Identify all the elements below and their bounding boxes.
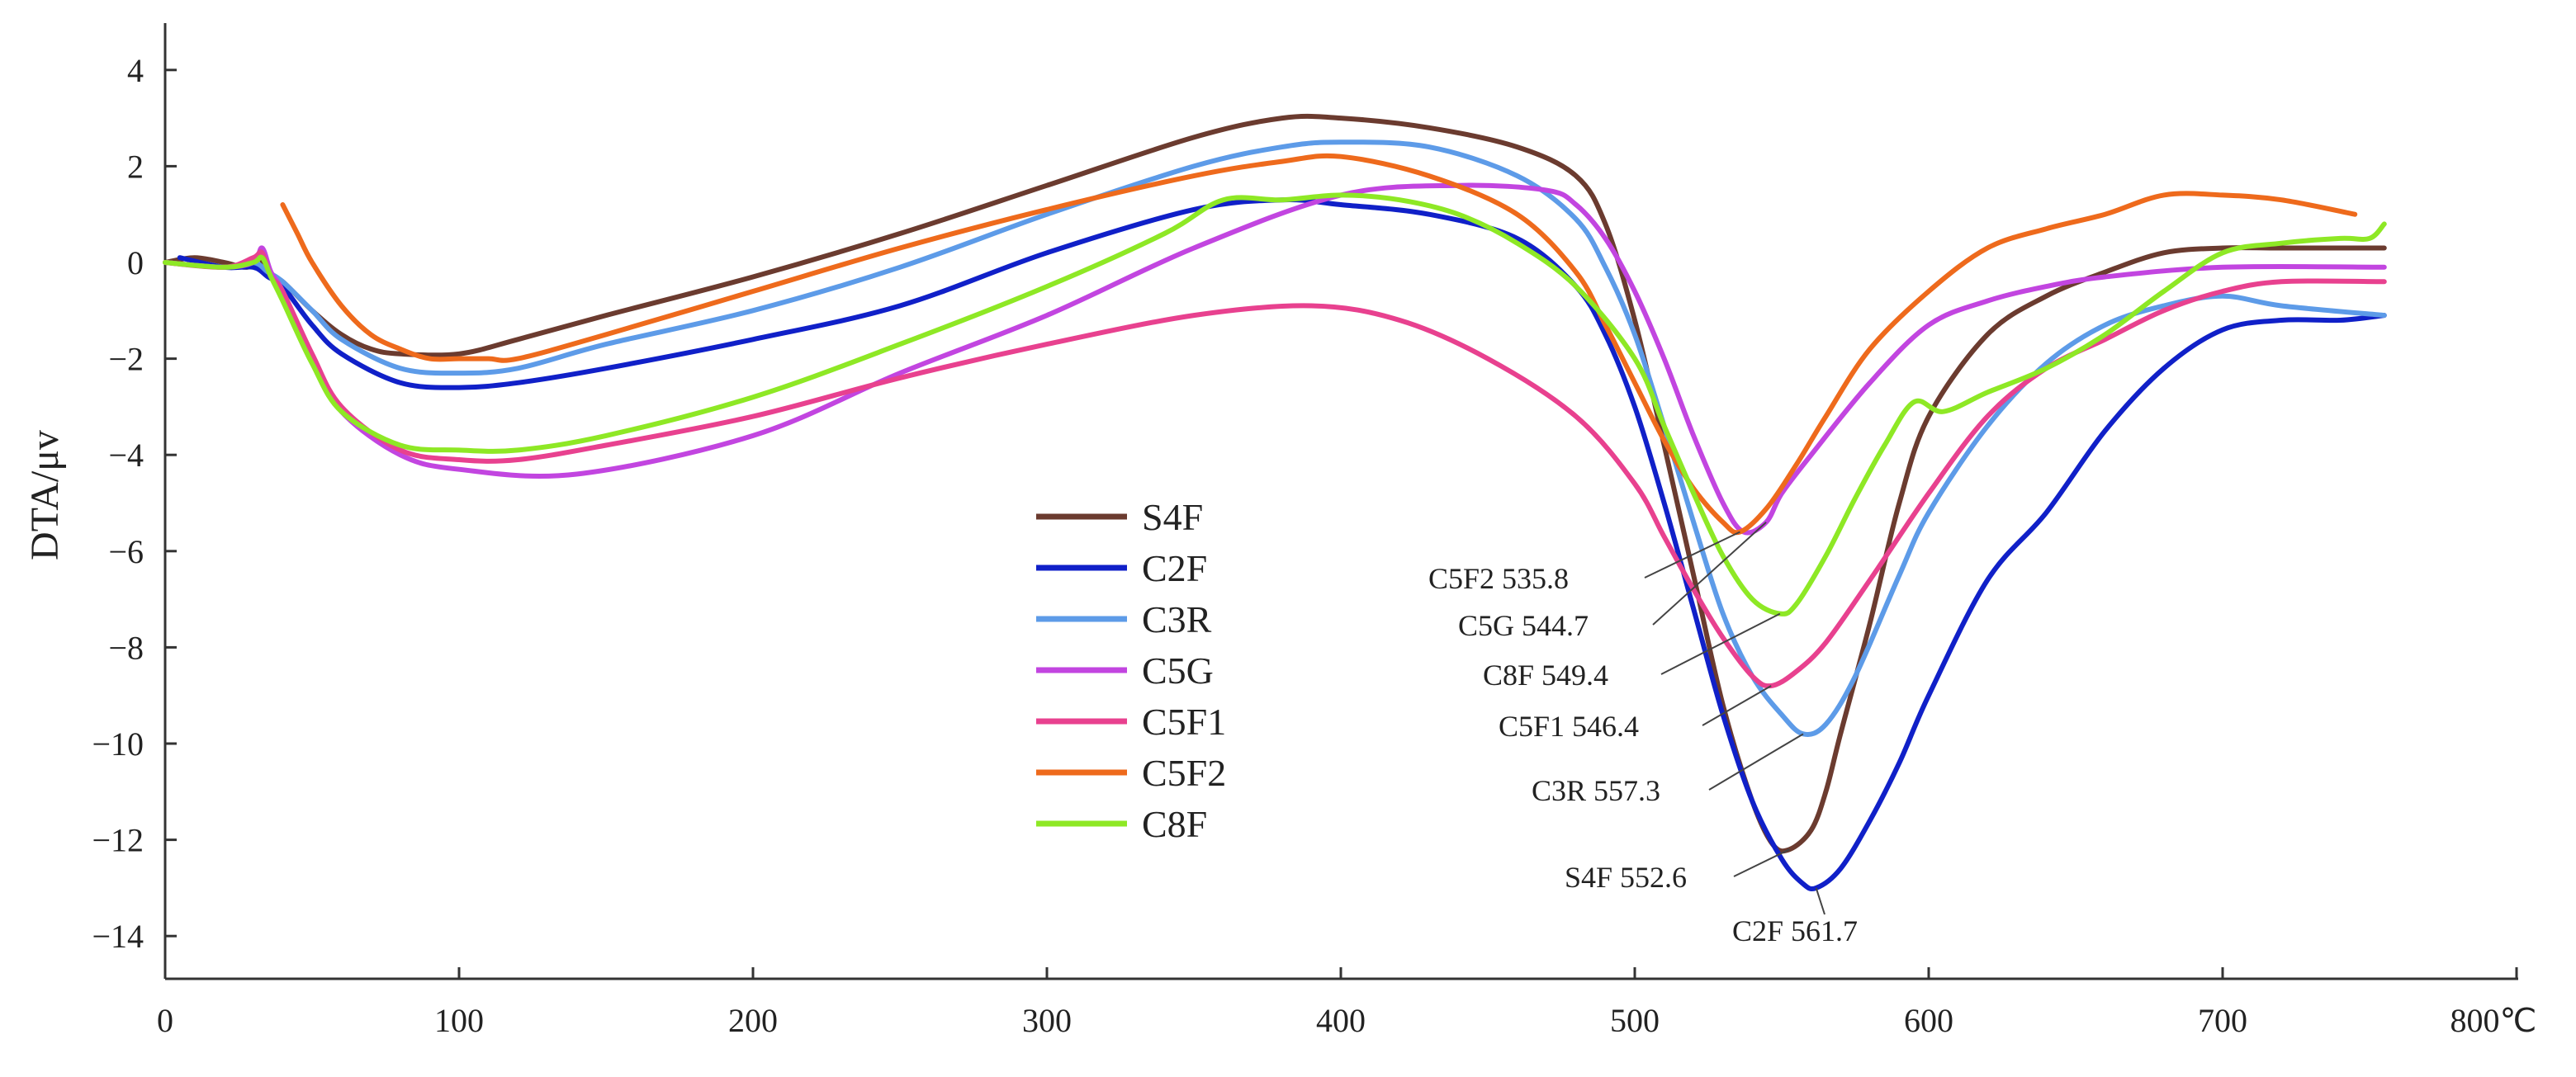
legend-label-c3r: C3R [1142, 598, 1212, 640]
annotation-leader-c2f [1815, 887, 1825, 915]
annotation-label-s4f: S4F 552.6 [1565, 861, 1687, 894]
legend-label-c5g: C5G [1142, 650, 1214, 692]
series-line-c2f [177, 197, 2387, 892]
y-tick-label: 0 [127, 244, 144, 281]
x-axis-unit-label: 800℃ [2451, 1002, 2537, 1039]
x-tick-label: 300 [1022, 1002, 1072, 1039]
legend-label-c2f: C2F [1142, 547, 1207, 589]
annotation-label-c2f: C2F 561.7 [1732, 914, 1858, 947]
series-lines [163, 113, 2387, 892]
annotation-leader-c8f [1660, 612, 1781, 675]
y-tick-label: −8 [108, 629, 144, 666]
annotation-label-c5f2: C5F2 535.8 [1428, 562, 1569, 595]
legend-label-c5f1: C5F1 [1142, 701, 1226, 743]
y-tick-label: −6 [108, 533, 144, 570]
annotation-leader-c5f2 [1644, 531, 1740, 579]
y-axis-ticks: 4 2 0 −2 −4 −6 −8 −10 −12 −14 [92, 52, 177, 955]
peak-annotations: C5F2 535.8 C5G 544.7 C8F 549.4 C5F1 546.4 C3… [1428, 522, 1858, 947]
series-line-c5f1 [163, 249, 2387, 689]
x-axis-ticks: 0 100 200 300 400 500 600 700 [157, 967, 2518, 1039]
legend: S4F C2F C3R C5G C5F1 C5F2 C8F [1036, 496, 1226, 845]
x-tick-label: 500 [1610, 1002, 1660, 1039]
x-tick-label: 0 [157, 1002, 173, 1039]
annotation-leader-c5g [1652, 522, 1767, 626]
annotation-leader-c5f1 [1702, 685, 1772, 726]
series-line-c8f [163, 192, 2387, 616]
annotation-label-c5f1: C5F1 546.4 [1499, 710, 1639, 743]
legend-label-c5f2: C5F2 [1142, 752, 1226, 794]
y-tick-label: −10 [92, 725, 144, 763]
x-tick-label: 700 [2198, 1002, 2247, 1039]
y-tick-label: 2 [127, 148, 144, 185]
series-line-c5f2 [280, 153, 2358, 536]
x-tick-label: 400 [1316, 1002, 1366, 1039]
y-axis-label: DTA/μv [23, 430, 67, 560]
x-tick-label: 600 [1904, 1002, 1953, 1039]
y-tick-label: −4 [108, 437, 144, 474]
annotation-label-c3r: C3R 557.3 [1532, 774, 1660, 807]
annotation-label-c8f: C8F 549.4 [1483, 659, 1608, 692]
series-line-s4f [163, 113, 2387, 854]
x-tick-label: 100 [434, 1002, 484, 1039]
series-line-c3r [163, 139, 2387, 737]
y-tick-label: −12 [92, 822, 144, 859]
annotation-label-c5g: C5G 544.7 [1458, 609, 1589, 642]
y-tick-label: 4 [127, 52, 144, 89]
y-tick-label: −2 [108, 341, 144, 378]
annotation-leader-c3r [1708, 733, 1804, 791]
annotation-leader-s4f [1733, 848, 1790, 877]
x-tick-label: 200 [728, 1002, 778, 1039]
y-tick-label: −14 [92, 918, 144, 955]
legend-label-s4f: S4F [1142, 496, 1203, 538]
legend-label-c8f: C8F [1142, 803, 1207, 845]
